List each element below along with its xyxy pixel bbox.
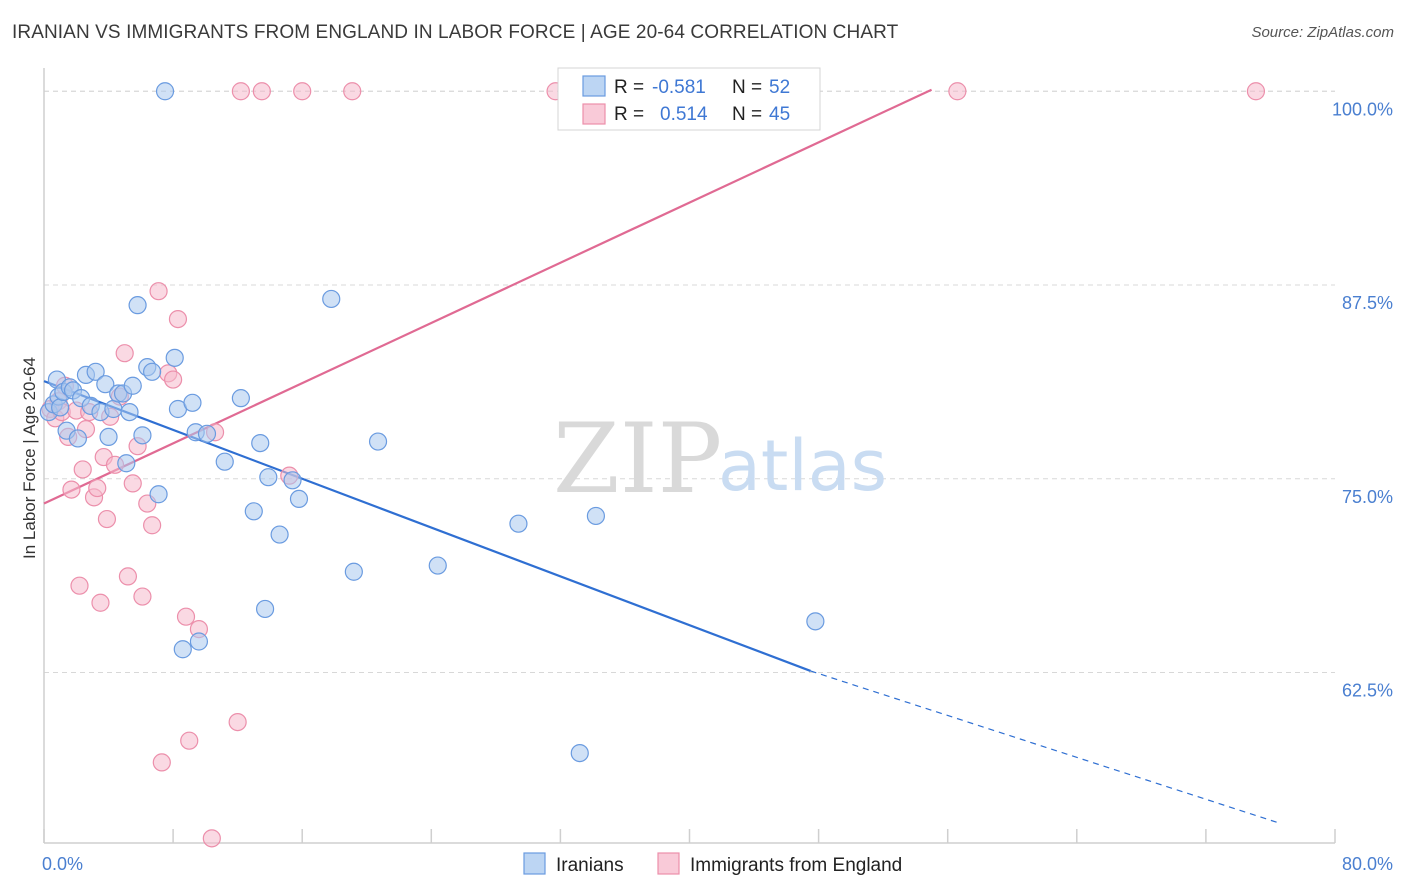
legend-r-label-england: R = [614, 104, 644, 125]
legend-n-value-iranians: 52 [769, 77, 790, 98]
trend-line-iranians-extension [810, 670, 1279, 824]
y-axis-label: In Labor Force | Age 20-64 [20, 357, 39, 559]
point-england-28 [152, 753, 171, 772]
legend-r-value-england: 0.514 [660, 104, 708, 125]
point-iranians-48 [428, 556, 447, 575]
series-legend-label-iranians: Iranians [556, 855, 624, 876]
y-tick-label-2: 87.5% [1342, 293, 1393, 313]
point-england-14 [91, 593, 110, 612]
point-england-41 [293, 82, 312, 101]
point-iranians-17 [104, 399, 123, 419]
point-england-22 [123, 474, 142, 493]
chart-title: IRANIAN VS IMMIGRANTS FROM ENGLAND IN LA… [12, 22, 899, 43]
point-england-45 [1246, 82, 1266, 101]
point-england-35 [202, 829, 221, 848]
grid-layer [44, 90, 1335, 673]
x-tick-label-max: 80.0% [1342, 854, 1393, 874]
point-iranians-21 [120, 403, 139, 422]
point-england-42 [343, 82, 362, 101]
point-iranians-40 [255, 599, 275, 619]
point-england-21 [118, 567, 138, 586]
point-iranians-51 [586, 506, 606, 526]
point-iranians-41 [259, 468, 278, 487]
y-tick-label-0: 62.5% [1342, 681, 1393, 701]
point-iranians-15 [96, 375, 115, 394]
point-england-24 [133, 587, 152, 606]
point-iranians-42 [270, 525, 289, 544]
source-label: Source: ZipAtlas.com [1251, 24, 1394, 41]
point-england-32 [176, 607, 196, 626]
point-iranians-16 [99, 427, 118, 446]
point-england-9 [73, 460, 92, 479]
point-iranians-32 [183, 393, 202, 412]
point-iranians-34 [189, 632, 209, 651]
point-iranians-35 [197, 424, 217, 443]
watermark-zip: ZIP [553, 403, 722, 515]
point-england-38 [231, 82, 250, 101]
legend-n-value-england: 45 [769, 104, 790, 125]
point-iranians-31 [173, 640, 192, 659]
data-points [39, 82, 1266, 848]
point-england-26 [143, 516, 162, 535]
point-england-39 [252, 82, 271, 101]
point-england-16 [97, 509, 117, 529]
point-iranians-47 [368, 432, 388, 451]
point-iranians-23 [128, 296, 147, 315]
legend-swatch-iranians [582, 75, 606, 97]
x-tick-label-min: 0.0% [42, 854, 83, 874]
series-legend: Iranians Immigrants from England [523, 852, 902, 876]
point-iranians-24 [133, 426, 152, 445]
point-iranians-26 [143, 362, 162, 381]
point-iranians-49 [509, 514, 528, 533]
stats-legend: R = -0.581 N = 52 R = 0.514 N = 45 [557, 67, 821, 131]
point-iranians-28 [155, 82, 175, 101]
point-england-30 [164, 370, 183, 389]
point-iranians-9 [68, 429, 87, 448]
legend-r-label-iranians: R = [614, 77, 644, 98]
point-iranians-45 [322, 289, 341, 309]
legend-n-label-iranians: N = [732, 77, 762, 98]
point-iranians-4 [51, 398, 70, 417]
point-iranians-46 [344, 562, 363, 581]
point-iranians-37 [231, 389, 250, 408]
point-iranians-20 [117, 454, 136, 473]
tick-labels: 62.5% 75.0% 87.5% 100.0% 0.0% 80.0% [42, 99, 1393, 874]
series-legend-swatch-england [657, 852, 680, 875]
point-england-44 [948, 82, 967, 101]
point-iranians-38 [244, 502, 263, 521]
point-iranians-39 [251, 434, 270, 453]
point-england-37 [228, 712, 247, 732]
point-iranians-43 [283, 471, 302, 490]
point-england-6 [62, 480, 81, 499]
legend-n-label-england: N = [732, 104, 762, 125]
point-england-13 [88, 478, 107, 498]
trend-line-iranians [43, 380, 811, 672]
point-iranians-52 [806, 612, 825, 631]
point-iranians-27 [149, 485, 168, 504]
point-iranians-50 [570, 743, 589, 763]
series-legend-swatch-iranians [523, 852, 546, 875]
point-iranians-13 [86, 362, 105, 381]
y-tick-label-1: 75.0% [1342, 487, 1393, 507]
y-tick-label-3: 100.0% [1332, 99, 1393, 119]
point-iranians-29 [165, 348, 184, 367]
series-legend-label-england: Immigrants from England [690, 855, 902, 876]
watermark: ZIP atlas [553, 403, 887, 515]
legend-r-value-iranians: -0.581 [652, 77, 706, 98]
point-england-27 [149, 282, 168, 301]
point-england-31 [168, 310, 188, 329]
axes-layer [43, 68, 1336, 844]
point-england-8 [70, 576, 89, 595]
point-england-20 [115, 344, 134, 363]
legend-swatch-england [582, 103, 606, 125]
point-iranians-36 [215, 452, 234, 471]
point-iranians-44 [289, 489, 309, 508]
point-iranians-22 [123, 376, 142, 395]
point-england-33 [180, 731, 199, 750]
watermark-atlas: atlas [718, 425, 887, 507]
